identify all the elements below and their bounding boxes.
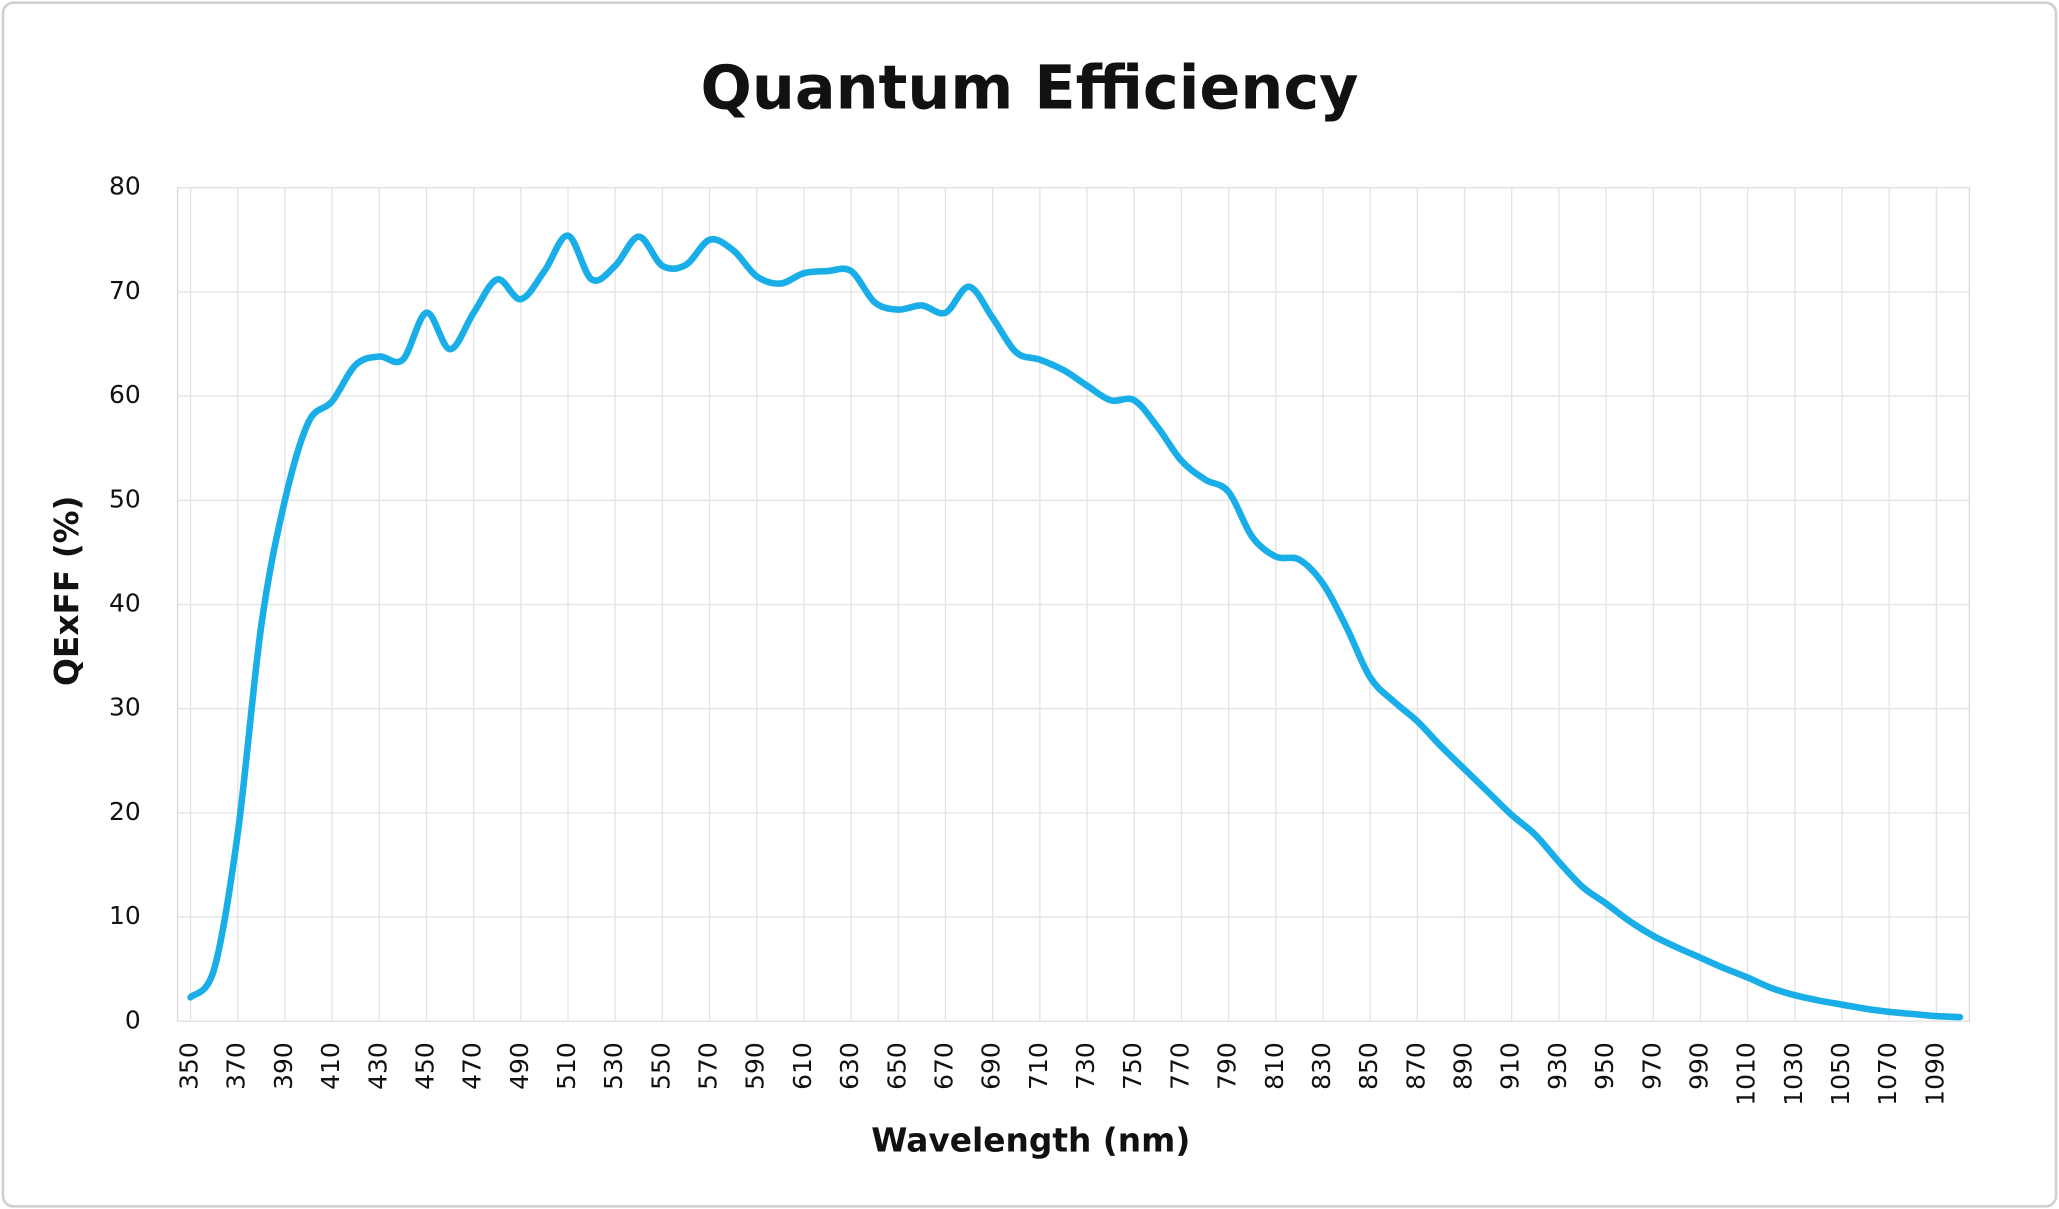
x-tick-label: 930 (1543, 1042, 1572, 1090)
x-tick-label: 510 (552, 1042, 581, 1090)
x-tick-label: 1030 (1779, 1042, 1808, 1105)
x-tick-label: 750 (1118, 1042, 1147, 1090)
x-tick-label: 1010 (1732, 1042, 1761, 1105)
x-tick-label: 370 (222, 1042, 251, 1090)
y-tick-label: 20 (109, 797, 141, 826)
x-tick-label: 770 (1165, 1042, 1194, 1090)
series-line (187, 232, 1964, 1021)
x-tick-label: 990 (1684, 1042, 1713, 1090)
x-tick-label: 830 (1307, 1042, 1336, 1090)
y-tick-label: 60 (109, 380, 141, 409)
x-tick-label: 490 (505, 1042, 534, 1090)
x-tick-label: 1090 (1920, 1042, 1949, 1105)
y-tick-label: 40 (109, 589, 141, 618)
x-tick-label: 1070 (1873, 1042, 1902, 1105)
y-axis-label: QExFF (%) (48, 495, 86, 686)
x-tick-label: 590 (741, 1042, 770, 1090)
x-tick-label: 670 (929, 1042, 958, 1090)
chart-title: Quantum Efficiency (701, 53, 1359, 123)
y-tick-label: 0 (125, 1005, 141, 1034)
x-tick-label: 910 (1496, 1042, 1525, 1090)
x-tick-label: 430 (363, 1042, 392, 1090)
x-tick-label: 350 (175, 1042, 204, 1090)
x-axis-label: Wavelength (nm) (871, 1122, 1190, 1160)
x-tick-label: 710 (1024, 1042, 1053, 1090)
x-tick-label: 870 (1401, 1042, 1430, 1090)
x-tick-label: 810 (1260, 1042, 1289, 1090)
x-tick-label: 650 (882, 1042, 911, 1090)
y-tick-label: 50 (109, 484, 141, 513)
y-tick-label: 10 (109, 901, 141, 930)
x-tick-label: 1050 (1826, 1042, 1855, 1105)
y-tick-label: 30 (109, 693, 141, 722)
x-tick-label: 390 (269, 1042, 298, 1090)
x-tick-label: 730 (1071, 1042, 1100, 1090)
x-tick-label: 790 (1213, 1042, 1242, 1090)
x-tick-label: 850 (1354, 1042, 1383, 1090)
x-tick-label: 890 (1449, 1042, 1478, 1090)
x-tick-label: 450 (410, 1042, 439, 1090)
x-tick-label: 630 (835, 1042, 864, 1090)
x-tick-label: 950 (1590, 1042, 1619, 1090)
x-tick-label: 970 (1637, 1042, 1666, 1090)
x-tick-label: 610 (788, 1042, 817, 1090)
y-tick-label: 80 (109, 172, 141, 201)
x-tick-label: 530 (599, 1042, 628, 1090)
x-tick-label: 550 (646, 1042, 675, 1090)
x-tick-label: 470 (458, 1042, 487, 1090)
x-tick-label: 690 (977, 1042, 1006, 1090)
y-tick-label: 70 (109, 276, 141, 305)
x-tick-label: 410 (316, 1042, 345, 1090)
x-tick-label: 570 (694, 1042, 723, 1090)
